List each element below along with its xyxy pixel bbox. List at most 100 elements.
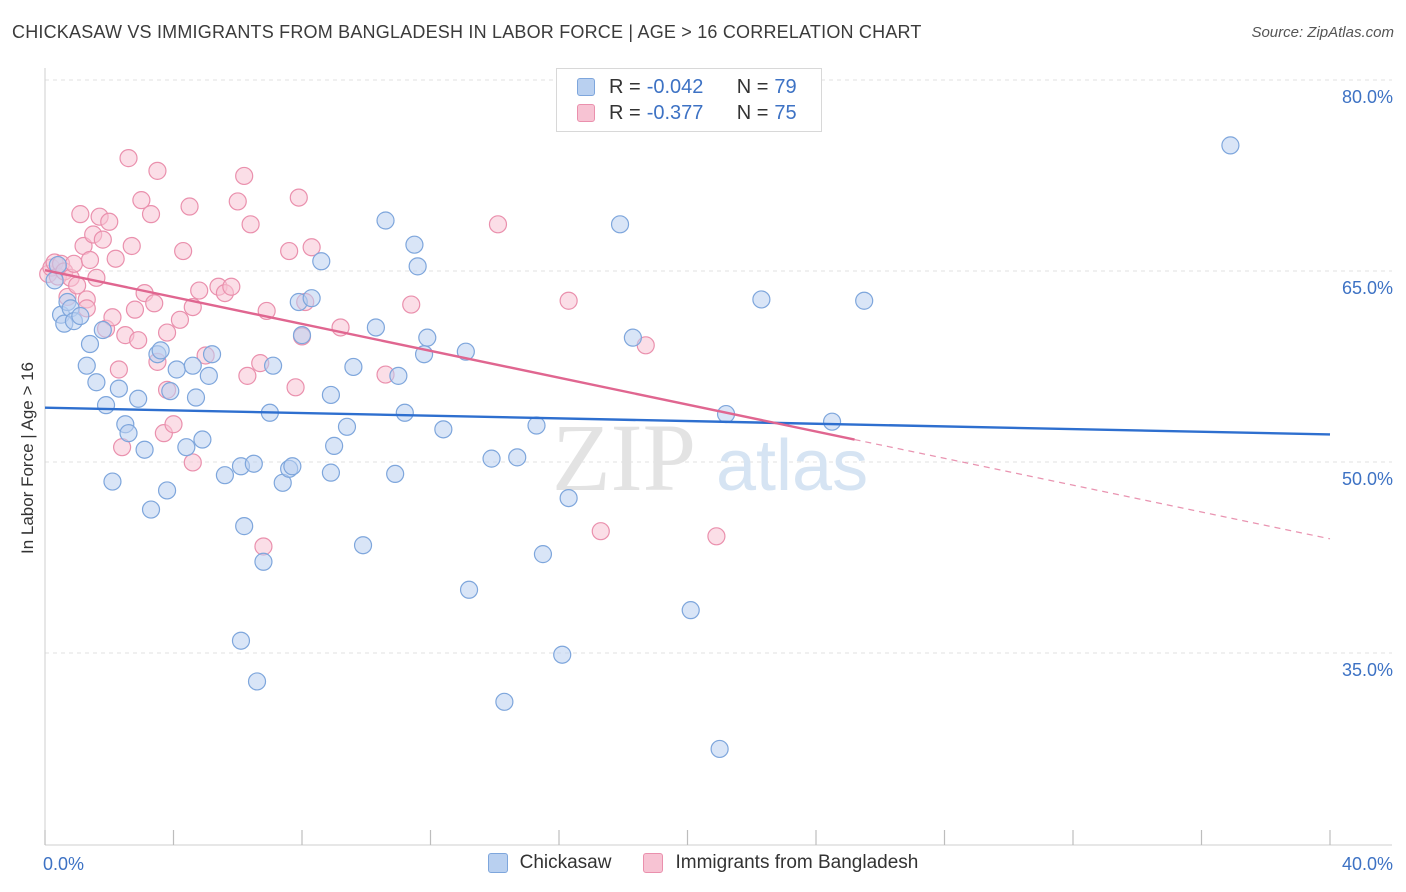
bangladesh-point — [228, 192, 247, 211]
series-bangladesh-points — [39, 149, 726, 556]
y-tick-label: 65.0% — [1342, 278, 1393, 298]
chickasaw-point — [366, 318, 385, 337]
legend-item-bangladesh[interactable]: Immigrants from Bangladesh — [643, 852, 918, 874]
chickasaw-point — [389, 366, 408, 385]
chickasaw-point — [215, 466, 234, 485]
chickasaw-point — [321, 385, 341, 405]
chickasaw-point — [109, 379, 128, 398]
chickasaw-point — [71, 306, 90, 326]
bangladesh-point — [93, 230, 112, 249]
chickasaw-point — [312, 252, 331, 271]
pink-swatch-icon — [643, 853, 664, 873]
chickasaw-point — [418, 328, 437, 347]
y-tick-labels: 80.0% 65.0% 50.0% 35.0% — [1342, 87, 1393, 680]
n-value: 75 — [774, 101, 797, 124]
bangladesh-point — [402, 295, 421, 314]
bangladesh-point — [180, 197, 199, 216]
x-tick-label: 40.0% — [1342, 854, 1393, 874]
bangladesh-point — [280, 241, 299, 261]
chickasaw-point — [386, 464, 405, 484]
chickasaw-point — [235, 517, 254, 536]
chickasaw-point — [325, 436, 344, 455]
x-tick-labels: 0.0% 40.0% — [43, 854, 1393, 874]
bangladesh-point — [148, 161, 167, 180]
chickasaw-point — [129, 389, 148, 408]
r-label: R = — [609, 101, 641, 124]
chickasaw-point — [77, 356, 96, 375]
y-tick-label: 80.0% — [1342, 87, 1393, 107]
chickasaw-point — [199, 366, 218, 385]
bangladesh-trend-extension — [854, 438, 1331, 540]
bangladesh-point — [132, 191, 151, 210]
bangladesh-point — [174, 241, 193, 261]
chickasaw-point — [482, 449, 501, 468]
bangladesh-point — [106, 249, 125, 268]
chickasaw-point — [186, 388, 206, 407]
bangladesh-point — [302, 238, 321, 257]
chickasaw-point — [80, 334, 100, 354]
bangladesh-point — [119, 149, 138, 168]
chickasaw-point — [96, 396, 116, 415]
chickasaw-point — [681, 601, 700, 620]
chickasaw-point — [559, 489, 578, 508]
bangladesh-point — [170, 310, 190, 329]
bangladesh-point — [222, 277, 241, 296]
chickasaw-point — [193, 430, 212, 449]
series-chickasaw-points — [45, 136, 1240, 759]
chickasaw-point — [119, 424, 138, 443]
chickasaw-point — [337, 417, 357, 436]
chickasaw-point — [283, 457, 302, 476]
chickasaw-point — [395, 403, 414, 422]
legend-row-chickasaw: R = -0.042 N = 79 — [577, 74, 797, 100]
chart-title: CHICKASAW VS IMMIGRANTS FROM BANGLADESH … — [12, 22, 922, 42]
bangladesh-point — [289, 188, 308, 207]
bangladesh-point — [87, 268, 106, 287]
bangladesh-point — [80, 250, 100, 270]
chickasaw-point — [508, 448, 527, 467]
chickasaw-point — [263, 356, 283, 375]
legend-label: Immigrants from Bangladesh — [675, 852, 919, 873]
bangladesh-point — [164, 415, 183, 434]
bangladesh-point — [286, 378, 305, 397]
bangladesh-point — [254, 537, 273, 556]
chickasaw-point — [459, 580, 479, 599]
chickasaw-point — [376, 211, 395, 230]
chickasaw-point — [151, 341, 170, 360]
chickasaw-point — [254, 552, 273, 571]
n-value: 79 — [774, 75, 797, 98]
chickasaw-point — [244, 454, 263, 473]
chickasaw-point — [87, 373, 106, 392]
axes — [44, 68, 1392, 846]
bangladesh-point — [64, 254, 84, 273]
watermark-atlas: atlas — [716, 426, 868, 506]
chickasaw-point — [408, 257, 427, 276]
chickasaw-point — [202, 345, 222, 364]
bangladesh-point — [100, 212, 119, 231]
chickasaw-point — [553, 645, 572, 664]
blue-swatch-icon — [487, 853, 508, 873]
y-tick-label: 35.0% — [1342, 660, 1393, 680]
bangladesh-point — [103, 308, 122, 327]
source-label: Source: ZipAtlas.com — [1251, 24, 1394, 41]
bangladesh-point — [238, 366, 257, 385]
legend-item-chickasaw[interactable]: Chickasaw — [487, 852, 612, 874]
chickasaw-point — [434, 420, 453, 439]
chickasaw-point — [456, 342, 475, 361]
bangladesh-point — [71, 205, 90, 224]
chickasaw-trend-line — [44, 406, 1331, 436]
n-label: N = — [736, 101, 769, 124]
chickasaw-point — [405, 235, 424, 254]
trend-lines — [44, 268, 1331, 540]
chickasaw-point — [302, 289, 321, 308]
bangladesh-point — [190, 281, 209, 300]
chickasaw-point — [1221, 136, 1240, 155]
legend-label: Chickasaw — [519, 852, 612, 873]
chickasaw-point — [183, 356, 202, 375]
chickasaw-point — [855, 291, 874, 310]
chickasaw-point — [93, 320, 112, 340]
chickasaw-point — [822, 412, 842, 431]
chickasaw-point — [353, 536, 373, 555]
bangladesh-point — [241, 215, 260, 234]
chickasaw-point — [752, 290, 771, 309]
correlation-legend: R = -0.042 N = 79 R = -0.377 N = 75 — [556, 68, 822, 132]
